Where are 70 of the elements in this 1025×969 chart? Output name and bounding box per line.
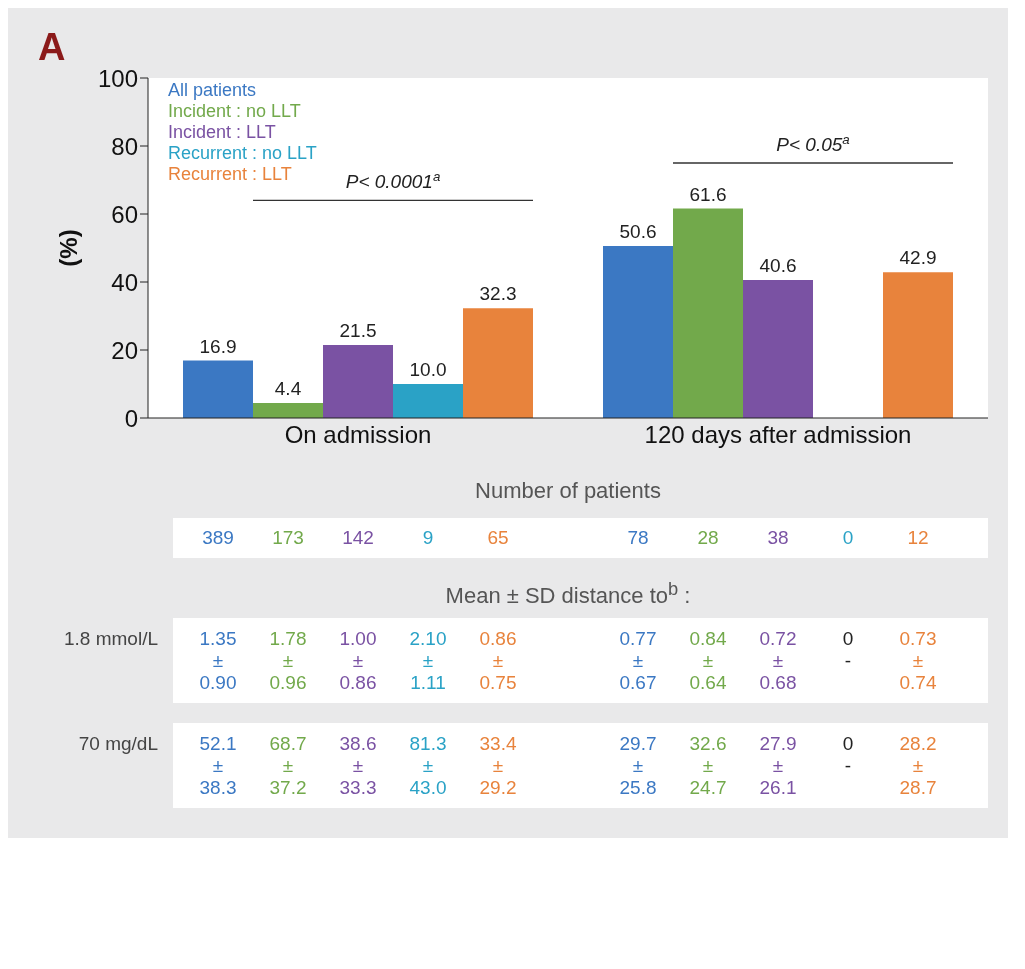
text: Recurrent : LLT xyxy=(168,164,293,185)
data-label: 21.5 xyxy=(339,319,377,341)
y-tick-label: 20 xyxy=(111,336,138,364)
text: 32.6 ± 24.7 xyxy=(688,733,728,799)
text: 28 xyxy=(696,526,720,550)
text: 0.86 ± 0.75 xyxy=(478,628,518,694)
y-tick-label: 0 xyxy=(124,404,138,432)
data-label: 61.6 xyxy=(689,183,727,205)
x-tick-label: 120 days after admission xyxy=(644,421,912,449)
text: 1.78 ± 0.96 xyxy=(268,628,308,694)
data-label: 4.4 xyxy=(274,378,302,400)
text: 27.9 ± 26.1 xyxy=(758,733,798,799)
data-label: 16.9 xyxy=(199,335,237,357)
text: 78 xyxy=(626,526,650,550)
text: 0.73 ± 0.74 xyxy=(898,628,938,694)
bar xyxy=(253,403,323,418)
text: 38 xyxy=(766,526,790,550)
text: 389 xyxy=(201,526,235,550)
text: 9 xyxy=(421,526,435,550)
text: 173 xyxy=(271,526,305,550)
y-tick-label: 80 xyxy=(111,132,138,160)
text: 0.72 ± 0.68 xyxy=(758,628,798,694)
text: 0.77 ± 0.67 xyxy=(618,628,658,694)
data-label: 10.0 xyxy=(409,359,447,380)
x-tick-label: On admission xyxy=(284,421,432,449)
text: Number of patients xyxy=(474,478,662,504)
text: 0 - xyxy=(841,733,855,777)
text: 68.7 ± 37.2 xyxy=(268,733,308,799)
text: 2.10 ± 1.11 xyxy=(408,628,448,694)
text: 1.35 ± 0.90 xyxy=(198,628,238,694)
text: 29.7 ± 25.8 xyxy=(618,733,658,799)
text: 142 xyxy=(341,526,375,550)
bar xyxy=(463,308,533,418)
text: Incident : no LLT xyxy=(168,101,302,122)
significance-bracket: P< 0.05$^{a}$ xyxy=(672,131,954,164)
chart-title: A xyxy=(38,26,66,69)
text: Mean ± SD distance to$^{b}$ : xyxy=(444,578,692,610)
text: 65 xyxy=(486,526,510,550)
y-axis-title: (%) xyxy=(54,229,82,267)
text: 1.00 ± 0.86 xyxy=(338,628,378,694)
y-tick-label: 100 xyxy=(97,64,138,92)
text: 0.84 ± 0.64 xyxy=(688,628,728,694)
data-label: 50.6 xyxy=(619,220,657,242)
y-tick-label: 60 xyxy=(111,200,138,228)
text: 12 xyxy=(906,526,930,550)
text: 81.3 ± 43.0 xyxy=(408,733,448,799)
y-tick-label: 40 xyxy=(111,268,138,296)
text: 52.1 ± 38.3 xyxy=(198,733,238,799)
text: 0 xyxy=(841,526,855,550)
text: Recurrent : no LLT xyxy=(168,143,317,164)
annotation: P< 0.05$^{a}$ xyxy=(776,131,850,155)
text: Incident : LLT xyxy=(168,122,277,143)
text: 33.4 ± 29.2 xyxy=(478,733,518,799)
text: 0 - xyxy=(841,628,855,672)
bar xyxy=(323,344,393,418)
data-label: 32.3 xyxy=(479,283,517,305)
data-label: 42.9 xyxy=(899,247,937,269)
bar xyxy=(743,279,813,418)
text: 1.8 mmol/L xyxy=(63,628,158,650)
bar xyxy=(673,208,743,418)
text: 28.2 ± 28.7 xyxy=(898,733,938,799)
bar xyxy=(883,272,953,418)
text: 38.6 ± 33.3 xyxy=(338,733,378,799)
text: 70 mg/dL xyxy=(77,733,158,755)
data-label: 40.6 xyxy=(759,254,797,276)
bar xyxy=(183,360,253,418)
bar xyxy=(393,384,463,418)
annotation: P< 0.0001$^{a}$ xyxy=(345,168,441,193)
bar xyxy=(603,245,673,418)
text: All patients xyxy=(168,80,258,101)
